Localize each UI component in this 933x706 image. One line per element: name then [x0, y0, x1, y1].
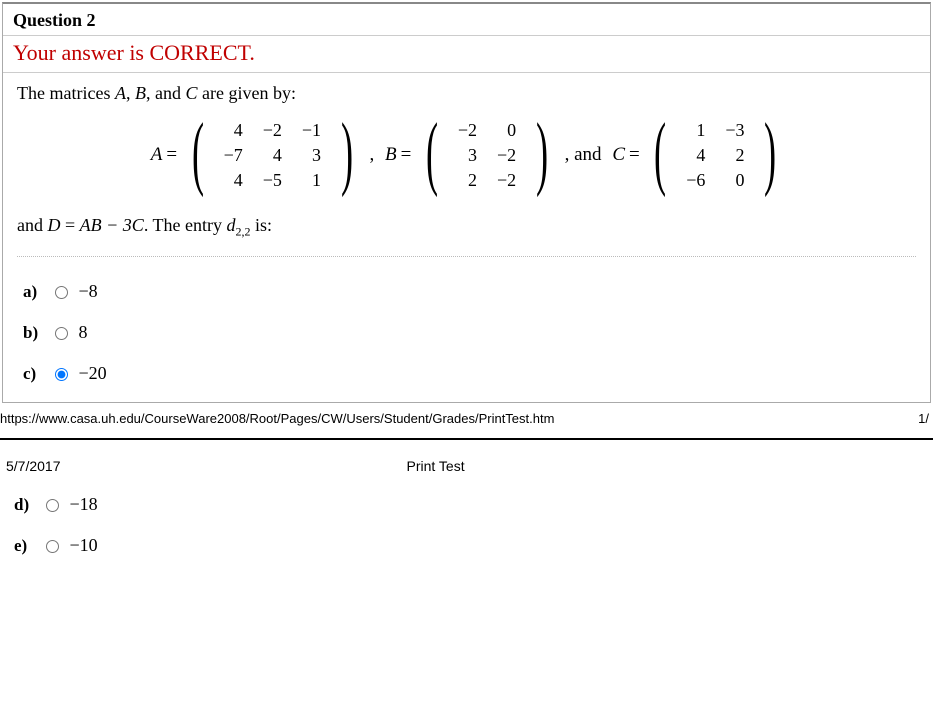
label-c: C	[612, 144, 625, 165]
lparen-icon: (	[192, 116, 204, 189]
matrix-cell: 2	[448, 168, 487, 193]
matrix-cell: −3	[715, 118, 754, 143]
choice-d-letter: d)	[14, 495, 38, 515]
matrix-cell: 1	[292, 168, 331, 193]
matrix-b: ( −203−22−2 )	[420, 118, 554, 193]
matrix-cell: −2	[253, 118, 292, 143]
matrix-equation-row: A= ( 4−2−1−7434−51 ) , B= ( −203−22−2 ) …	[17, 118, 916, 193]
eq-sign-a: =	[166, 144, 177, 165]
rparen-icon: )	[341, 116, 353, 189]
choice-c: c) −20	[23, 353, 916, 394]
eq-sign-b: =	[401, 144, 412, 165]
matrix-name-c: C	[185, 83, 197, 103]
matrix-cell: −2	[487, 168, 526, 193]
lparen-icon: (	[426, 116, 438, 189]
choices-lower: d) −18 e) −10	[0, 480, 933, 568]
choice-a-letter: a)	[23, 282, 47, 302]
choice-d-radio[interactable]	[46, 499, 59, 512]
choice-a-value: −8	[79, 281, 98, 301]
choice-e: e) −10	[14, 525, 933, 566]
matrix-cell: 4	[214, 118, 253, 143]
choice-e-value: −10	[70, 535, 98, 555]
rparen-icon: )	[764, 116, 776, 189]
print-footer: https://www.casa.uh.edu/CourseWare2008/R…	[0, 403, 933, 440]
entry-post2: is:	[250, 215, 272, 235]
choice-b-letter: b)	[23, 323, 47, 343]
question-title: Question 2	[3, 4, 930, 36]
footer-url-text: https://www.casa.uh.edu/CourseWare2008/R…	[0, 411, 554, 426]
matrix-cell: −5	[253, 168, 292, 193]
matrix-b-table: −203−22−2	[448, 118, 526, 193]
choice-b-value: 8	[79, 322, 88, 342]
intro-text: The matrices A, B, and C are given by:	[17, 83, 916, 104]
matrix-name-b: B	[135, 83, 146, 103]
label-a: A	[151, 144, 163, 165]
print-date: 5/7/2017	[6, 458, 61, 474]
question-container: Question 2 Your answer is CORRECT. The m…	[2, 2, 931, 403]
choice-e-radio[interactable]	[46, 540, 59, 553]
matrix-c-table: 1−342−60	[676, 118, 754, 193]
choice-d-value: −18	[70, 494, 98, 514]
entry-eq: =	[61, 215, 80, 235]
intro-post: are given by:	[197, 83, 295, 103]
entry-d: D	[48, 215, 61, 235]
label-b: B	[385, 144, 397, 165]
matrix-cell: 2	[715, 143, 754, 168]
matrix-a-table: 4−2−1−7434−51	[214, 118, 331, 193]
matrix-cell: 3	[448, 143, 487, 168]
eq-sign-c: =	[629, 144, 640, 165]
entry-question: and D = AB − 3C. The entry d2,2 is:	[17, 215, 916, 257]
choice-b-radio[interactable]	[55, 327, 68, 340]
entry-post1: . The entry	[144, 215, 227, 235]
matrix-a: ( 4−2−1−7434−51 )	[186, 118, 359, 193]
choice-e-letter: e)	[14, 536, 38, 556]
question-body: The matrices A, B, and C are given by: A…	[3, 73, 930, 402]
choices-upper: a) −8 b) 8 c) −20	[17, 267, 916, 396]
print-title: Print Test	[407, 458, 465, 474]
matrix-cell: −2	[448, 118, 487, 143]
answer-status: Your answer is CORRECT.	[3, 36, 930, 73]
choice-c-radio[interactable]	[55, 368, 68, 381]
matrix-cell: −2	[487, 143, 526, 168]
comma-ab: ,	[370, 144, 380, 165]
choice-a-radio[interactable]	[55, 286, 68, 299]
matrix-cell: −6	[676, 168, 715, 193]
entry-sub: 2,2	[235, 225, 250, 239]
matrix-cell: 3	[292, 143, 331, 168]
entry-expr: AB − 3C	[80, 215, 144, 235]
comma-bc: , and	[565, 144, 607, 165]
lparen-icon: (	[654, 116, 666, 189]
choice-c-value: −20	[79, 363, 107, 383]
choice-b: b) 8	[23, 312, 916, 353]
matrix-cell: 4	[253, 143, 292, 168]
matrix-cell: 4	[214, 168, 253, 193]
intro-pre: The matrices	[17, 83, 115, 103]
matrix-cell: −7	[214, 143, 253, 168]
matrix-cell: 0	[487, 118, 526, 143]
choice-c-letter: c)	[23, 364, 47, 384]
matrix-c: ( 1−342−60 )	[648, 118, 782, 193]
entry-pre: and	[17, 215, 48, 235]
footer-page-number: 1/	[918, 411, 929, 426]
matrix-name-a: A	[115, 83, 126, 103]
choice-a: a) −8	[23, 271, 916, 312]
matrix-cell: 4	[676, 143, 715, 168]
choice-d: d) −18	[14, 484, 933, 525]
print-header: 5/7/2017 Print Test	[0, 440, 933, 480]
rparen-icon: )	[536, 116, 548, 189]
matrix-cell: 0	[715, 168, 754, 193]
matrix-cell: −1	[292, 118, 331, 143]
matrix-cell: 1	[676, 118, 715, 143]
